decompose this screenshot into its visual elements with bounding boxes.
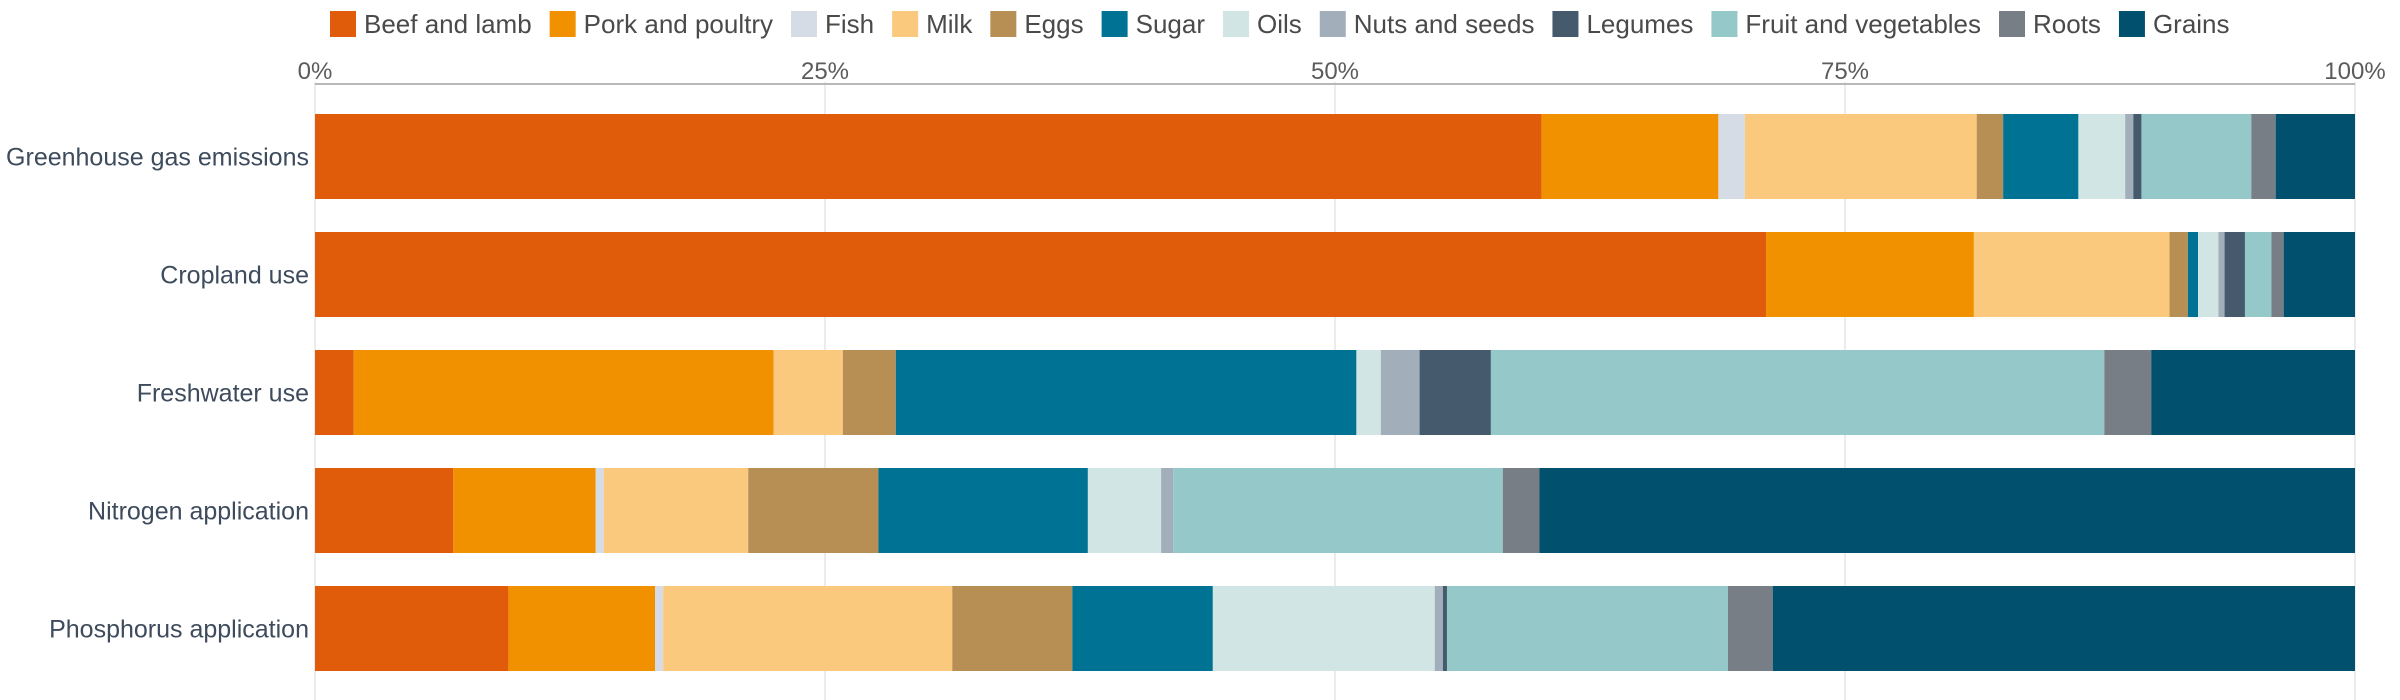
- legend-swatch-legumes: [1552, 11, 1579, 37]
- bar-phosphorus-application-oils: [1212, 586, 1435, 671]
- legend-swatch-nuts-and-seeds: [1319, 11, 1346, 37]
- bar-cropland-use-legumes: [2224, 232, 2245, 317]
- category-label: Greenhouse gas emissions: [6, 144, 309, 172]
- bar-greenhouse-gas-emissions-milk: [1744, 114, 1977, 199]
- bar-cropland-use-sugar: [2187, 232, 2199, 317]
- x-tick-label: 25%: [801, 58, 849, 85]
- bar-nitrogen-application-grains: [1539, 468, 2355, 553]
- legend-label-roots: Roots: [2033, 9, 2101, 39]
- legend-swatch-pork-and-poultry: [549, 11, 576, 37]
- category-label: Nitrogen application: [88, 498, 309, 526]
- legend-swatch-milk: [892, 11, 919, 37]
- legend-label-milk: Milk: [926, 9, 973, 39]
- bar-freshwater-use-roots: [2104, 350, 2152, 435]
- bar-freshwater-use-legumes: [1419, 350, 1491, 435]
- category-label: Cropland use: [160, 262, 309, 290]
- legend-label-fruit-and-vegetables: Fruit and vegetables: [1745, 9, 1981, 39]
- legend-label-grains: Grains: [2153, 9, 2230, 39]
- bar-cropland-use-beef-and-lamb: [315, 232, 1767, 317]
- bar-phosphorus-application-milk: [663, 586, 953, 671]
- x-tick-label: 75%: [1821, 58, 1869, 85]
- bar-cropland-use-eggs: [2169, 232, 2188, 317]
- bar-nitrogen-application-fish: [595, 468, 604, 553]
- bar-greenhouse-gas-emissions-eggs: [1976, 114, 2004, 199]
- bar-greenhouse-gas-emissions-oils: [2078, 114, 2126, 199]
- legend-label-fish: Fish: [825, 9, 874, 39]
- bar-greenhouse-gas-emissions-fruit-and-vegetables: [2141, 114, 2252, 199]
- category-labels: Greenhouse gas emissions Cropland use Fres…: [6, 144, 309, 644]
- legend-label-eggs: Eggs: [1024, 9, 1083, 39]
- x-tick-label: 50%: [1311, 58, 1359, 85]
- bar-phosphorus-application-sugar: [1072, 586, 1213, 671]
- bar-phosphorus-application-eggs: [952, 586, 1073, 671]
- bar-nitrogen-application-eggs: [748, 468, 879, 553]
- bars: [315, 114, 2355, 671]
- legend-swatch-roots: [1999, 11, 2026, 37]
- bar-freshwater-use-nuts-and-seeds: [1380, 350, 1420, 435]
- legend-swatch-sugar: [1101, 11, 1128, 37]
- bar-nitrogen-application-roots: [1502, 468, 1540, 553]
- legend-label-nuts-and-seeds: Nuts and seeds: [1354, 9, 1535, 39]
- bar-greenhouse-gas-emissions-beef-and-lamb: [315, 114, 1542, 199]
- bar-greenhouse-gas-emissions-fish: [1718, 114, 1745, 199]
- bar-phosphorus-application-pork-and-poultry: [508, 586, 655, 671]
- legend-label-legumes: Legumes: [1586, 9, 1693, 39]
- bar-nitrogen-application-sugar: [878, 468, 1088, 553]
- x-tick-label: 100%: [2324, 58, 2385, 85]
- bar-greenhouse-gas-emissions-pork-and-poultry: [1541, 114, 1719, 199]
- legend-swatch-fruit-and-vegetables: [1711, 11, 1738, 37]
- category-label: Phosphorus application: [49, 616, 309, 644]
- bar-freshwater-use-milk: [773, 350, 843, 435]
- bar-nitrogen-application-pork-and-poultry: [453, 468, 596, 553]
- bar-phosphorus-application-legumes: [1442, 586, 1447, 671]
- x-axis: 0% 25% 50% 75% 100%: [298, 58, 2386, 85]
- legend-label-beef-and-lamb: Beef and lamb: [364, 9, 532, 39]
- bar-cropland-use-nuts-and-seeds: [2218, 232, 2225, 317]
- bar-phosphorus-application-fruit-and-vegetables: [1446, 586, 1728, 671]
- bar-phosphorus-application-grains: [1772, 586, 2355, 671]
- bar-freshwater-use-pork-and-poultry: [353, 350, 774, 435]
- bar-freshwater-use-oils: [1356, 350, 1381, 435]
- category-label: Freshwater use: [137, 380, 309, 408]
- bar-nitrogen-application-beef-and-lamb: [315, 468, 454, 553]
- bar-cropland-use-roots: [2271, 232, 2284, 317]
- bar-phosphorus-application-fish: [655, 586, 664, 671]
- bar-phosphorus-application-nuts-and-seeds: [1434, 586, 1443, 671]
- bar-greenhouse-gas-emissions-roots: [2251, 114, 2276, 199]
- legend-label-oils: Oils: [1257, 9, 1302, 39]
- bar-freshwater-use-grains: [2151, 350, 2355, 435]
- bar-cropland-use-grains: [2283, 232, 2355, 317]
- bar-freshwater-use-sugar: [895, 350, 1357, 435]
- legend: Beef and lamb Pork and poultry Fish Milk Egg…: [330, 9, 2230, 39]
- legend-swatch-oils: [1223, 11, 1249, 37]
- bar-cropland-use-milk: [1973, 232, 2170, 317]
- bar-nitrogen-application-nuts-and-seeds: [1161, 468, 1174, 553]
- bar-nitrogen-application-milk: [603, 468, 749, 553]
- legend-swatch-eggs: [990, 11, 1017, 37]
- bar-phosphorus-application-beef-and-lamb: [315, 586, 509, 671]
- x-tick-label: 0%: [298, 58, 333, 85]
- bar-freshwater-use-fruit-and-vegetables: [1490, 350, 2105, 435]
- bar-nitrogen-application-oils: [1087, 468, 1162, 553]
- bar-greenhouse-gas-emissions-sugar: [2003, 114, 2079, 199]
- legend-swatch-grains: [2118, 11, 2145, 37]
- bar-greenhouse-gas-emissions-grains: [2275, 114, 2355, 199]
- bar-freshwater-use-beef-and-lamb: [315, 350, 354, 435]
- bar-freshwater-use-eggs: [842, 350, 896, 435]
- legend-label-pork-and-poultry: Pork and poultry: [584, 9, 773, 39]
- bar-phosphorus-application-roots: [1727, 586, 1773, 671]
- bar-cropland-use-pork-and-poultry: [1766, 232, 1974, 317]
- legend-swatch-fish: [791, 11, 817, 37]
- bar-greenhouse-gas-emissions-legumes: [2133, 114, 2142, 199]
- bar-greenhouse-gas-emissions-nuts-and-seeds: [2125, 114, 2134, 199]
- bar-nitrogen-application-fruit-and-vegetables: [1173, 468, 1503, 553]
- legend-swatch-beef-and-lamb: [330, 11, 356, 37]
- bar-cropland-use-fruit-and-vegetables: [2244, 232, 2272, 317]
- bar-cropland-use-oils: [2198, 232, 2219, 317]
- legend-label-sugar: Sugar: [1136, 9, 1206, 39]
